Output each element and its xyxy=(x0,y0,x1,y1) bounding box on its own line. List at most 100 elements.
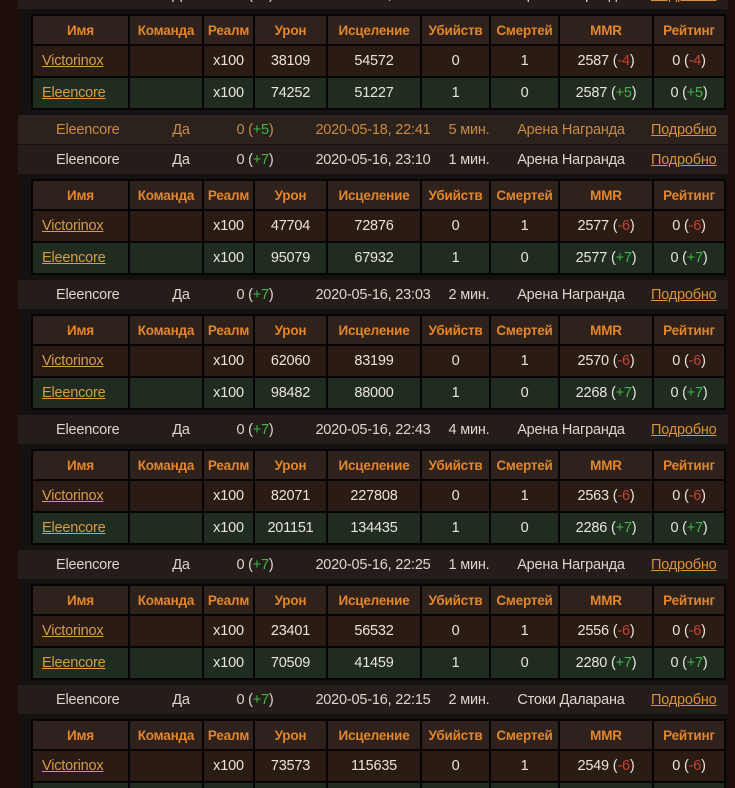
deaths-cell: 1 xyxy=(491,751,558,781)
details-link[interactable]: Подробно xyxy=(651,286,717,303)
summary-team-flag: Да xyxy=(172,121,190,138)
summary-duration: 1 мин. xyxy=(448,556,490,573)
match-summary-row[interactable]: Eleencore Да 0 (+7) 2020-05-16, 22:43 4 … xyxy=(18,415,728,444)
rating-delta: -6 xyxy=(688,353,702,369)
match-summary-row[interactable]: Eleencore Да 0 (+7) 2020-05-16, 22:25 1 … xyxy=(18,550,728,579)
match-summary-row[interactable]: Eleencore Да 0 (+7) 2020-05-16, 23:03 2 … xyxy=(18,280,728,309)
match-details-table: Имя Команда Реалм Урон Исцеление Убийств Смерт… xyxy=(31,179,726,275)
player-name-link[interactable]: Victorinox xyxy=(42,218,104,234)
column-header: Имя xyxy=(33,16,128,44)
rating-value: 0 xyxy=(672,353,681,369)
player-row: Eleencore x100 201151 134435 1 0 2286 (+… xyxy=(33,513,724,543)
mmr-delta: +5 xyxy=(615,85,632,101)
summary-duration: 2 мин. xyxy=(448,286,490,303)
details-link[interactable]: Подробно xyxy=(651,0,728,3)
summary-map-name: Арена Награнда xyxy=(517,121,625,138)
details-link[interactable]: Подробно xyxy=(651,691,717,708)
summary-team-flag: Да xyxy=(172,421,190,438)
player-row: Victorinox x100 47704 72876 0 1 2577 (-6… xyxy=(33,211,724,241)
summary-map-name: Арена Награнда xyxy=(517,556,625,573)
summary-team-flag: Да xyxy=(151,0,211,3)
match-summary-row[interactable]: Eleencore Да 0 (+7) 2020-05-16, 23:10 1 … xyxy=(18,145,728,174)
realm-cell: x100 xyxy=(204,616,253,646)
kills-cell: 0 xyxy=(422,481,489,511)
rating-value: 0 xyxy=(672,488,681,504)
player-name-link[interactable]: Eleencore xyxy=(42,385,106,401)
player-name-link[interactable]: Victorinox xyxy=(42,758,104,774)
details-link[interactable]: Подробно xyxy=(651,556,717,573)
healing-cell: 88000 xyxy=(328,378,420,408)
details-link[interactable]: Подробно xyxy=(651,421,717,438)
column-header: Урон xyxy=(255,16,326,44)
rating-delta: +7 xyxy=(686,385,703,401)
details-link[interactable]: Подробно xyxy=(651,151,717,168)
player-name-link[interactable]: Eleencore xyxy=(42,250,106,266)
team-cell xyxy=(130,46,202,76)
mmr-cell: 2577 (+7) xyxy=(560,243,652,273)
rating-delta: -6 xyxy=(688,218,702,234)
player-name-link[interactable]: Victorinox xyxy=(42,353,104,369)
summary-rating-delta: +7 xyxy=(252,556,269,573)
summary-rating: 0 (+5) xyxy=(236,121,274,138)
kills-cell: 0 xyxy=(422,751,489,781)
deaths-cell: 1 xyxy=(491,346,558,376)
summary-datetime: 2020-05-16, 22:15 xyxy=(315,691,431,708)
team-cell xyxy=(130,378,202,408)
summary-rating-points: 0 xyxy=(236,0,244,3)
deaths-cell: 0 xyxy=(491,648,558,678)
kills-cell: 0 xyxy=(422,211,489,241)
summary-player-name: Eleencore xyxy=(56,286,120,303)
summary-rating-points: 0 xyxy=(236,421,245,438)
summary-datetime: 2020-05-16, 23:10 xyxy=(315,151,431,168)
rating-cell: 0 (+7) xyxy=(654,783,724,788)
team-cell xyxy=(130,78,202,108)
column-header: Убийств xyxy=(422,586,489,614)
column-header: Исцеление xyxy=(328,16,420,44)
realm-cell: x100 xyxy=(204,346,253,376)
match-summary-row[interactable]: Eleencore Да 0 (+5) 2020-05-18, 22:41 5 … xyxy=(18,115,728,144)
column-header: Смертей xyxy=(491,451,558,479)
player-name-link[interactable]: Eleencore xyxy=(42,85,106,101)
player-name-link[interactable]: Victorinox xyxy=(42,623,104,639)
column-header: MMR xyxy=(560,16,652,44)
summary-rating-points: 0 xyxy=(236,286,245,303)
mmr-cell: 2268 (+7) xyxy=(560,378,652,408)
player-name-cell: Eleencore xyxy=(33,78,128,108)
mmr-delta: +7 xyxy=(615,385,632,401)
player-name-link[interactable]: Eleencore xyxy=(42,655,106,671)
match-summary-row[interactable]: Eleencore Да 0 (+5) 2020-05-18, 22:41 5 … xyxy=(18,0,728,9)
summary-rating-points: 0 xyxy=(236,121,245,138)
rating-value: 0 xyxy=(670,250,679,266)
mmr-value: 2268 xyxy=(575,385,608,401)
team-cell xyxy=(130,481,202,511)
damage-cell: 74252 xyxy=(255,78,326,108)
match-summary-row[interactable]: Eleencore Да 0 (+7) 2020-05-16, 22:15 2 … xyxy=(18,685,728,714)
summary-datetime: 2020-05-16, 22:43 xyxy=(315,421,431,438)
mmr-cell: 2286 (+7) xyxy=(560,513,652,543)
column-header: Убийств xyxy=(422,451,489,479)
summary-duration: 4 мин. xyxy=(448,421,490,438)
player-name-link[interactable]: Victorinox xyxy=(42,488,104,504)
details-link[interactable]: Подробно xyxy=(651,121,717,138)
column-header: Рейтинг xyxy=(654,316,724,344)
rating-value: 0 xyxy=(670,385,679,401)
summary-rating: 0 (+7) xyxy=(236,556,274,573)
realm-cell: x100 xyxy=(204,481,253,511)
player-name-link[interactable]: Victorinox xyxy=(42,53,104,69)
mmr-delta: -6 xyxy=(617,758,630,774)
table-header-row: Имя Команда Реалм Урон Исцеление Убийств Смерт… xyxy=(33,721,724,749)
player-name-cell: Victorinox xyxy=(33,211,128,241)
mmr-value: 2587 xyxy=(577,53,609,69)
deaths-cell: 1 xyxy=(491,481,558,511)
mmr-cell: 2275 (+7) xyxy=(560,783,652,788)
player-name-cell: Victorinox xyxy=(33,616,128,646)
realm-cell: x100 xyxy=(204,513,253,543)
summary-datetime: 2020-05-18, 22:41 xyxy=(299,0,447,3)
mmr-delta: +7 xyxy=(615,520,632,536)
player-row: Eleencore x100 95079 67932 1 0 2577 (+7)… xyxy=(33,243,724,273)
column-header: Смертей xyxy=(491,181,558,209)
rating-value: 0 xyxy=(672,623,681,639)
summary-team-flag: Да xyxy=(172,286,190,303)
column-header: Имя xyxy=(33,181,128,209)
player-name-link[interactable]: Eleencore xyxy=(42,520,106,536)
